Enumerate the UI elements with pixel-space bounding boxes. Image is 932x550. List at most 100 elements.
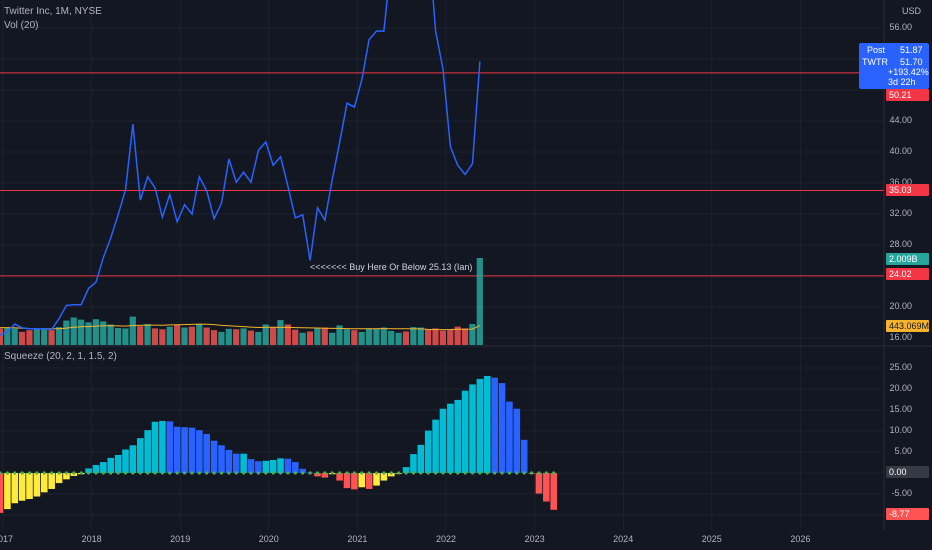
squeeze-bar bbox=[498, 383, 506, 473]
squeeze-dot bbox=[212, 471, 216, 475]
year-tick-label: 2026 bbox=[790, 534, 811, 544]
squeeze-bar bbox=[402, 467, 410, 473]
squeeze-bar bbox=[0, 473, 4, 513]
price-tick-label: 16.00 bbox=[889, 332, 912, 342]
squeeze-dot bbox=[94, 471, 98, 475]
volume-bar bbox=[137, 326, 144, 345]
squeeze-bar bbox=[520, 439, 528, 473]
squeeze-bar bbox=[550, 473, 558, 510]
year-tick-label: 2019 bbox=[170, 534, 191, 544]
squeeze-bar bbox=[351, 473, 358, 490]
currency-label[interactable]: USD bbox=[902, 6, 922, 16]
level-tag-lower: 24.02 bbox=[886, 268, 929, 280]
volume-bar bbox=[85, 322, 92, 345]
squeeze-bar bbox=[92, 465, 100, 473]
squeeze-dot bbox=[72, 471, 76, 475]
squeeze-legend[interactable]: Squeeze (20, 2, 1, 1.5, 2) bbox=[4, 351, 117, 362]
volume-bar bbox=[196, 324, 203, 345]
squeeze-bar bbox=[513, 408, 521, 473]
volume-bar bbox=[129, 316, 136, 345]
volume-bar bbox=[306, 331, 314, 345]
squeeze-bar bbox=[240, 453, 247, 473]
squeeze-bar bbox=[483, 375, 491, 473]
volume-legend[interactable]: Vol (20) bbox=[4, 20, 39, 31]
price-tick-label: 56.00 bbox=[889, 22, 912, 32]
squeeze-dot bbox=[463, 471, 467, 475]
squeeze-dot bbox=[448, 471, 452, 475]
year-tick-label: 2024 bbox=[613, 534, 634, 544]
squeeze-dot bbox=[411, 471, 416, 475]
squeeze-bar bbox=[114, 454, 122, 473]
price-line bbox=[0, 0, 481, 336]
squeeze-dot bbox=[57, 471, 61, 475]
squeeze-bar bbox=[535, 473, 543, 494]
squeeze-dot bbox=[79, 471, 83, 475]
volume-bar bbox=[329, 332, 336, 345]
volume-bar bbox=[4, 327, 11, 345]
volume-bar bbox=[203, 327, 210, 345]
volume-bar bbox=[262, 324, 269, 345]
squeeze-bar bbox=[144, 430, 151, 473]
squeeze-dot bbox=[293, 471, 297, 475]
squeeze-bar bbox=[432, 419, 439, 473]
squeeze-bar bbox=[33, 473, 41, 497]
osc-tick-label: 15.00 bbox=[889, 404, 912, 414]
squeeze-dot bbox=[146, 471, 150, 475]
squeeze-dot bbox=[249, 471, 253, 475]
squeeze-dot bbox=[537, 471, 541, 475]
volume-bar bbox=[351, 330, 358, 345]
squeeze-bar bbox=[129, 445, 137, 473]
squeeze-dot bbox=[168, 471, 172, 475]
squeeze-dot bbox=[256, 471, 261, 475]
squeeze-bar bbox=[136, 438, 144, 473]
price-tick-label: 32.00 bbox=[889, 208, 912, 218]
squeeze-dot bbox=[301, 471, 305, 475]
change-percent: +193.42% bbox=[888, 67, 929, 77]
volume-bar bbox=[284, 324, 291, 345]
squeeze-dot bbox=[374, 471, 379, 475]
squeeze-bar bbox=[225, 449, 233, 473]
price-tick-label: 36.00 bbox=[889, 177, 912, 187]
squeeze-bar bbox=[18, 473, 26, 501]
osc-tick-label: 20.00 bbox=[889, 383, 912, 393]
squeeze-dot bbox=[42, 471, 46, 475]
squeeze-dot bbox=[13, 471, 17, 475]
squeeze-dot bbox=[227, 471, 231, 475]
squeeze-dot bbox=[308, 471, 312, 475]
squeeze-dot bbox=[5, 471, 9, 475]
year-tick-label: 2018 bbox=[81, 534, 102, 544]
squeeze-dot bbox=[500, 471, 504, 475]
squeeze-histogram bbox=[0, 375, 558, 513]
squeeze-dot bbox=[522, 471, 526, 475]
squeeze-dot bbox=[470, 471, 475, 475]
volume-bar bbox=[277, 320, 284, 345]
squeeze-bar bbox=[100, 462, 107, 473]
squeeze-bar bbox=[166, 421, 174, 473]
volume-bar bbox=[314, 328, 321, 345]
oscillator-value-tag: -8.77 bbox=[886, 508, 929, 520]
squeeze-dot bbox=[456, 471, 460, 475]
squeeze-bar bbox=[358, 473, 366, 488]
squeeze-dot bbox=[352, 471, 356, 475]
volume-bar bbox=[255, 331, 262, 345]
squeeze-bar bbox=[373, 473, 380, 486]
squeeze-dot bbox=[360, 471, 364, 475]
squeeze-dot bbox=[433, 471, 438, 475]
osc-tick-label: 5.00 bbox=[894, 446, 912, 456]
volume-bar bbox=[233, 329, 240, 345]
symbol-title[interactable]: Twitter Inc, 1M, NYSE bbox=[4, 6, 102, 17]
volume-bar bbox=[92, 319, 99, 345]
bar-countdown: 3d 22h bbox=[888, 77, 916, 87]
volume-bar bbox=[18, 331, 26, 345]
volume-tag: 2.009B bbox=[886, 253, 929, 265]
squeeze-dot bbox=[382, 471, 386, 475]
buy-annotation[interactable]: <<<<<<< Buy Here Or Below 25.13 (Ian) bbox=[310, 262, 473, 272]
volume-bar bbox=[107, 324, 114, 345]
squeeze-bar bbox=[196, 430, 203, 473]
volume-bar bbox=[0, 328, 3, 345]
squeeze-bar bbox=[203, 433, 211, 473]
volume-bar bbox=[173, 324, 181, 345]
volume-bars bbox=[0, 258, 483, 345]
volume-bar bbox=[388, 331, 395, 345]
